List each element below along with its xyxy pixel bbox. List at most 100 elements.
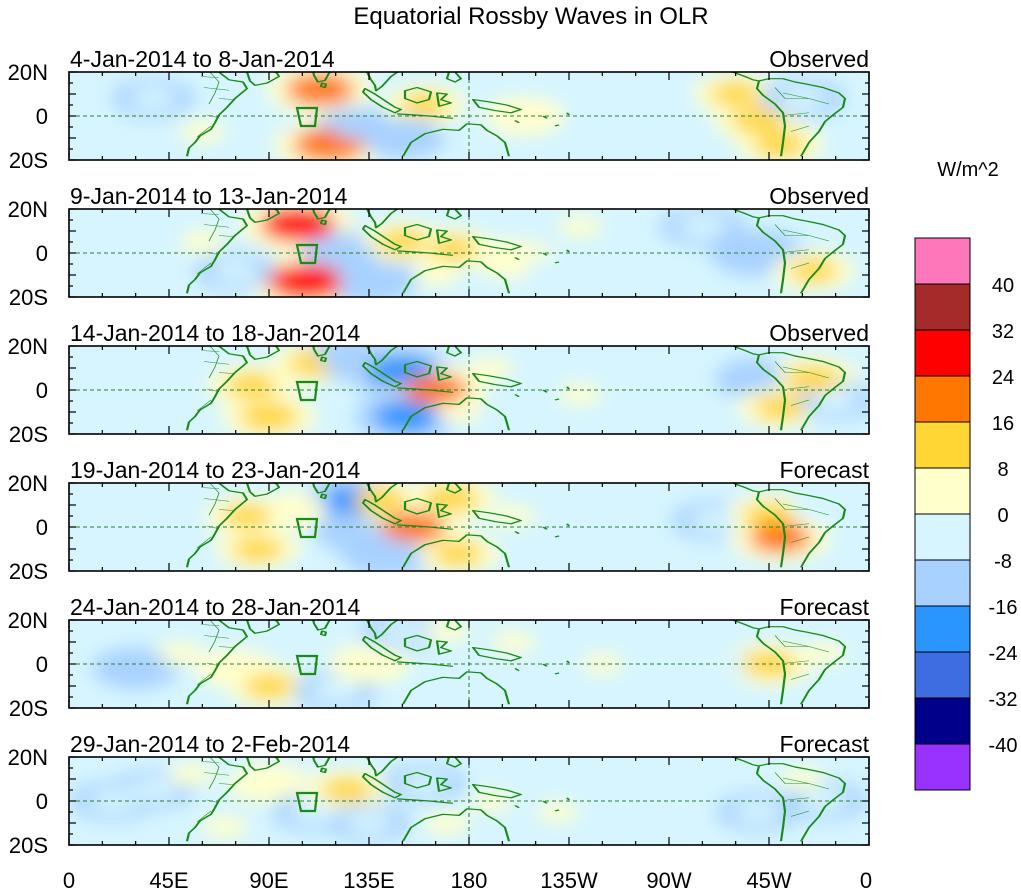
lat-label: 20S: [9, 833, 48, 858]
anomaly-mark: [278, 497, 326, 521]
anomaly-field: [147, 346, 869, 434]
colorbar-swatch: [914, 467, 971, 515]
anomaly-mark: [400, 93, 449, 117]
anomaly-mark: [377, 125, 428, 151]
lat-label: 0: [36, 515, 48, 540]
map-panel: 20N 0 20S 29-Jan-2014 to 2-Feb-2014 Forecast: [8, 731, 870, 858]
panel-date-range: 29-Jan-2014 to 2-Feb-2014: [70, 731, 350, 757]
panel-status: Forecast: [780, 731, 870, 757]
anomaly-mark: [377, 229, 428, 255]
lon-label: 0: [860, 868, 872, 890]
panel-date-range: 24-Jan-2014 to 28-Jan-2014: [70, 594, 360, 620]
anomaly-mark: [468, 356, 515, 380]
lon-label: 45E: [149, 868, 188, 890]
colorbar-tick-label: -16: [989, 597, 1018, 619]
colorbar-tick-label: 24: [992, 367, 1014, 389]
colorbar-tick-label: -32: [989, 689, 1018, 711]
colorbar-swatch: [914, 559, 971, 607]
lat-label: 0: [36, 241, 48, 266]
anomaly-mark: [110, 656, 161, 681]
anomaly-mark: [147, 390, 191, 412]
lon-label: 90W: [646, 868, 691, 890]
anomaly-mark: [423, 811, 470, 835]
anomaly-mark: [800, 789, 849, 813]
map-panel: 20N 0 20S 9-Jan-2014 to 13-Jan-2014 Observed: [8, 183, 870, 310]
anomaly-field: [112, 72, 845, 160]
anomaly-mark: [157, 641, 203, 665]
anomaly-core: [386, 363, 419, 382]
anomaly-mark: [345, 652, 393, 676]
colorbar-unit-label: W/m^2: [937, 159, 999, 181]
colorbar-swatch: [914, 375, 971, 423]
anomaly-core: [376, 545, 407, 562]
colorbar-tick-label: 8: [997, 459, 1008, 481]
anomaly-field: [92, 620, 847, 708]
anomaly-mark: [423, 485, 479, 512]
anomaly-core: [288, 271, 325, 292]
colorbar-tick-label: -24: [989, 643, 1018, 665]
anomaly-mark: [689, 508, 738, 532]
panel-status: Forecast: [780, 594, 870, 620]
lon-label: 0: [63, 868, 75, 890]
lat-label: 0: [36, 378, 48, 403]
lat-label: 20N: [8, 197, 48, 222]
figure-title: Equatorial Rossby Waves in OLR: [353, 3, 708, 30]
panel-status: Observed: [769, 183, 869, 209]
colorbar-swatch: [914, 329, 971, 377]
anomaly-mark: [558, 383, 603, 406]
colorbar-swatch: [914, 237, 971, 285]
anomaly-mark: [731, 107, 785, 134]
anomaly-mark: [677, 214, 727, 239]
anomaly-mark: [432, 541, 484, 566]
anomaly-mark: [225, 373, 278, 399]
panel-status: Forecast: [780, 457, 870, 483]
anomaly-mark: [311, 678, 361, 703]
anomaly-mark: [446, 670, 492, 693]
colorbar: 40 32 24 16 8 0 -8 -16 -24 -32 -40: [914, 237, 1018, 791]
map-panel: 20N 0 20S 14-Jan-2014 to 18-Jan-2014 Observe…: [8, 320, 870, 447]
anomaly-mark: [734, 800, 782, 824]
anomaly-mark: [245, 771, 293, 795]
anomaly-mark: [790, 498, 837, 521]
panel-date-range: 14-Jan-2014 to 18-Jan-2014: [70, 320, 360, 346]
anomaly-mark: [212, 259, 260, 283]
anomaly-mark: [812, 389, 860, 413]
lat-label: 20N: [8, 608, 48, 633]
lat-label: 20N: [8, 334, 48, 359]
lat-label: 20N: [8, 745, 48, 770]
colorbar-tick-label: 16: [992, 413, 1014, 435]
panel-date-range: 9-Jan-2014 to 13-Jan-2014: [70, 183, 348, 209]
anomaly-mark: [489, 248, 538, 272]
map-panel: 20N 0 20S 4-Jan-2014 to 8-Jan-2014 Observed: [8, 46, 870, 173]
lat-label: 20S: [9, 696, 48, 721]
colorbar-swatch: [914, 697, 971, 745]
anomaly-mark: [239, 402, 299, 431]
anomaly-mark: [212, 656, 260, 680]
anomaly-mark: [179, 120, 226, 143]
panel-status: Observed: [769, 320, 869, 346]
anomaly-mark: [135, 511, 181, 534]
anomaly-mark: [319, 239, 375, 267]
anomaly-mark: [523, 259, 570, 282]
panel-status: Observed: [769, 46, 869, 72]
panel-date-range: 4-Jan-2014 to 8-Jan-2014: [70, 46, 335, 72]
anomaly-mark: [331, 518, 384, 544]
lat-label: 0: [36, 104, 48, 129]
colorbar-swatch: [914, 283, 971, 331]
anomaly-mark: [713, 679, 758, 702]
colorbar-swatch: [914, 651, 971, 699]
anomaly-mark: [257, 109, 303, 132]
colorbar-tick-label: 0: [997, 505, 1008, 527]
anomaly-mark: [423, 620, 470, 643]
map-panel: 20N 0 20S 19-Jan-2014 to 23-Jan-2014 Forecas…: [8, 457, 870, 584]
anomaly-core: [312, 135, 346, 154]
anomaly-mark: [491, 505, 536, 527]
anomaly-mark: [647, 779, 691, 801]
colorbar-tick-label: 40: [992, 275, 1014, 297]
anomaly-mark: [429, 236, 478, 261]
colorbar-tick-label: 32: [992, 321, 1014, 343]
lon-label: 180: [451, 868, 488, 890]
lat-label: 20S: [9, 559, 48, 584]
lat-label: 0: [36, 652, 48, 677]
